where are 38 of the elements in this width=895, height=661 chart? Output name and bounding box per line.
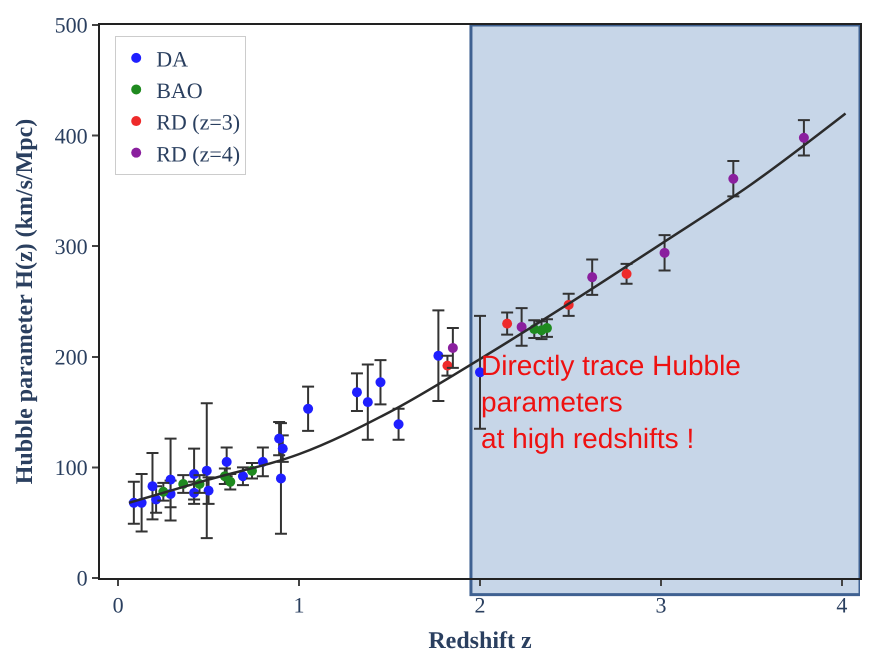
x-tick-label: 0 (112, 592, 124, 618)
band-label: Directly trace Hubble parameters at high redshifts ! (481, 350, 741, 454)
point (375, 377, 386, 388)
point (362, 397, 373, 408)
x-tick-label: 1 (294, 592, 305, 618)
point (448, 342, 458, 353)
legend-label: RD (z=3) (156, 110, 240, 135)
point (204, 486, 214, 496)
y-tick-label: 100 (54, 455, 88, 480)
point (587, 272, 598, 282)
legend-label: RD (z=4) (156, 141, 240, 166)
point (660, 248, 670, 258)
point (222, 456, 232, 467)
point (798, 132, 809, 143)
point (516, 322, 527, 332)
y-tick-label: 500 (54, 12, 88, 38)
x-axis-title: Redshift z (428, 628, 532, 654)
y-tick-label: 400 (54, 123, 88, 148)
y-tick-label: 200 (54, 344, 88, 370)
x-tick-label: 2 (474, 592, 486, 618)
legend-label: BAO (156, 78, 203, 104)
y-axis-title: Hubble parameter H(z) (km/s/Mpc) (12, 118, 38, 484)
point (147, 481, 158, 492)
point (276, 473, 286, 484)
y-tick-label: 0 (76, 566, 88, 591)
y-tick-label: 300 (54, 234, 88, 259)
point (728, 174, 738, 184)
x-tick-label: 4 (836, 592, 848, 618)
point (394, 419, 404, 430)
point (303, 404, 314, 414)
point (166, 474, 176, 485)
point (278, 444, 288, 454)
point (352, 387, 362, 398)
point (433, 350, 444, 361)
point (202, 466, 212, 476)
point (274, 434, 284, 444)
legend-label: DA (156, 46, 188, 72)
x-tick-label: 3 (655, 592, 666, 618)
